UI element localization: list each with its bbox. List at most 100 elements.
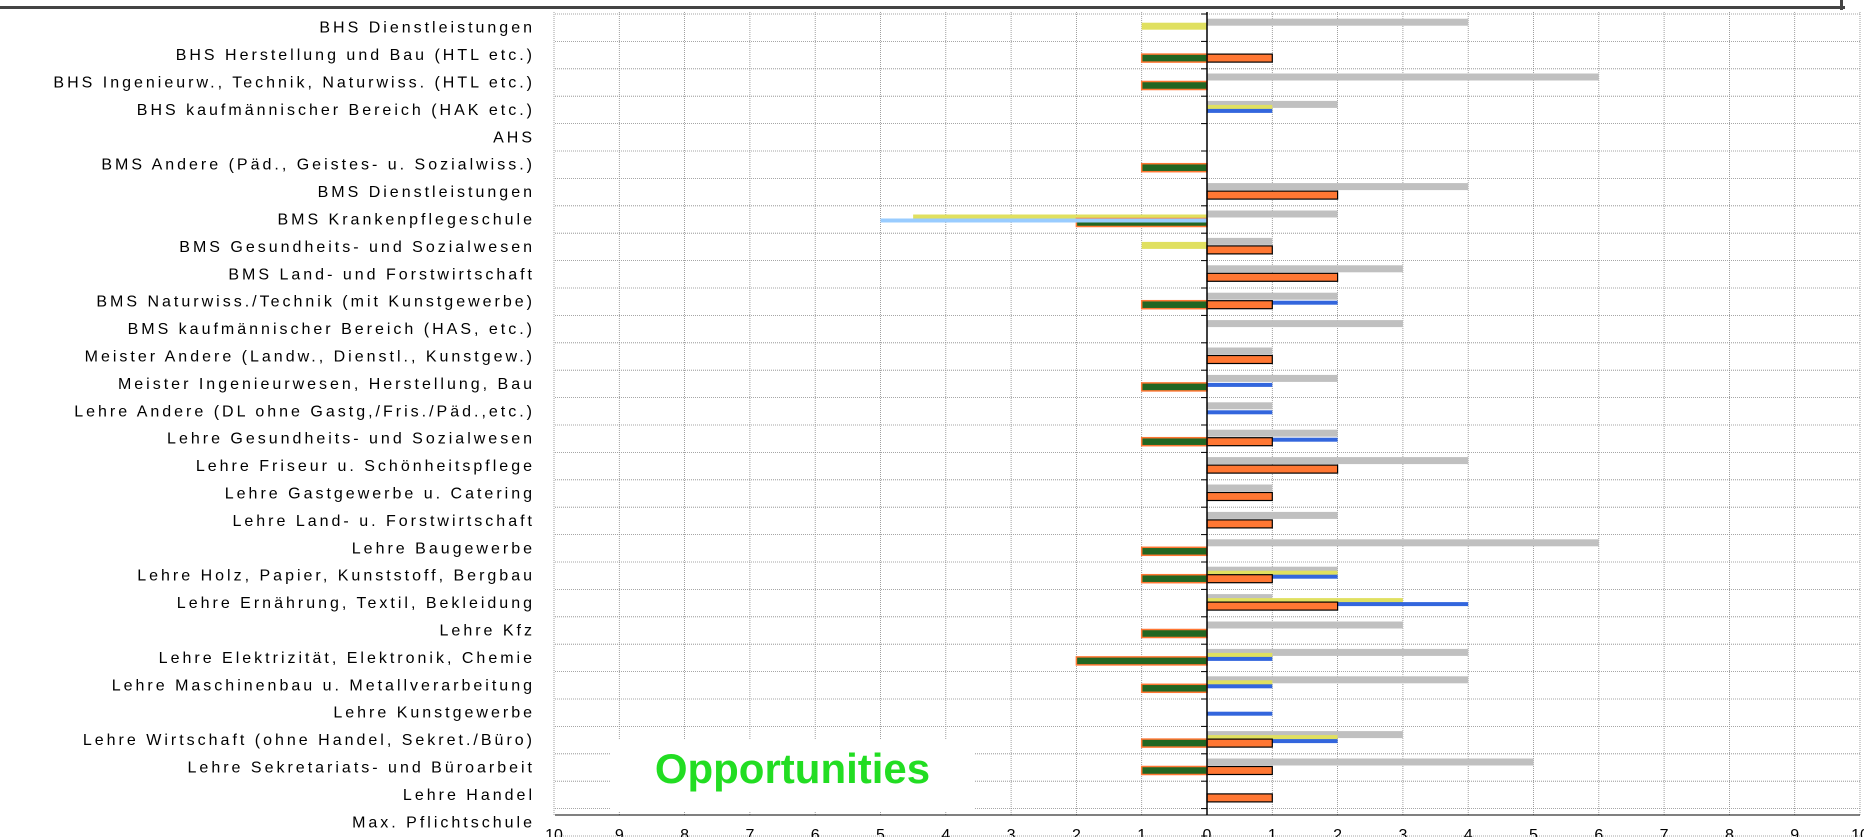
tick-labels: 10987654321012345678910 <box>545 827 1864 837</box>
bar <box>1207 566 1338 574</box>
bar <box>1207 237 1273 245</box>
category-label: BMS Andere (Päd., Geistes- u. Sozialwiss… <box>101 157 535 174</box>
bar <box>1207 410 1273 415</box>
bar <box>1206 354 1273 365</box>
bar <box>1141 241 1207 249</box>
x-tick-label: 1 <box>1137 827 1146 837</box>
x-tick-label: 10 <box>545 827 563 837</box>
category-label: Lehre Gastgewerbe u. Catering <box>225 486 535 503</box>
bar <box>1206 491 1273 502</box>
category-label: Lehre Baugewerbe <box>352 540 535 557</box>
bar <box>1206 464 1339 474</box>
category-label: Meister Ingenieurwesen, Herstellung, Bau <box>118 376 535 393</box>
bar <box>1207 511 1338 519</box>
category-label: Lehre Andere (DL ohne Gastg,/Fris./Päd.,… <box>74 403 535 420</box>
category-label: Lehre Gesundheits- und Sozialwesen <box>167 431 535 448</box>
bar <box>1207 648 1469 656</box>
bar <box>1140 683 1208 694</box>
category-label: Lehre Holz, Papier, Kunststoff, Bergbau <box>137 568 535 585</box>
category-label: Meister Andere (Landw., Dienstl., Kunstg… <box>85 349 535 366</box>
x-tick-label: 4 <box>1464 827 1473 837</box>
bar <box>1140 382 1208 392</box>
bar <box>1206 437 1273 447</box>
frame-corner <box>1840 0 1843 10</box>
category-label: Lehre Elektrizität, Elektronik, Chemie <box>159 650 535 667</box>
bar <box>1140 80 1208 91</box>
category-label: BMS kaufmännischer Bereich (HAS, etc.) <box>128 321 535 338</box>
x-tick-label: 2 <box>1333 827 1342 837</box>
bar <box>1075 656 1208 666</box>
category-label: Lehre Maschinenbau u. Metallverarbeitung <box>112 677 535 694</box>
category-label: Lehre Wirtschaft (ohne Handel, Sekret./B… <box>83 732 535 749</box>
bar <box>913 214 1207 222</box>
category-label: Lehre Land- u. Forstwirtschaft <box>232 513 535 530</box>
bar <box>1140 436 1208 447</box>
bar <box>1207 347 1273 355</box>
x-tick-label: 3 <box>1398 827 1407 837</box>
bar <box>1206 300 1273 310</box>
bar <box>1140 299 1208 310</box>
x-tick-label: 4 <box>941 827 950 837</box>
bar <box>1207 374 1338 382</box>
bar <box>1207 100 1338 108</box>
bar <box>1207 457 1469 465</box>
bar <box>1206 245 1273 255</box>
bar <box>1207 758 1534 766</box>
category-label: BHS kaufmännischer Bereich (HAK etc.) <box>137 102 535 119</box>
bar <box>1206 574 1273 584</box>
x-tick-label: 7 <box>745 827 754 837</box>
bar <box>1206 519 1273 529</box>
bar <box>1140 765 1208 776</box>
category-label: BMS Land- und Forstwirtschaft <box>228 266 535 283</box>
bar <box>1207 484 1273 492</box>
annotation-box <box>610 739 975 811</box>
x-tick-label: 1 <box>1268 827 1277 837</box>
bar <box>1207 429 1338 437</box>
category-label: BMS Naturwiss./Technik (mit Kunstgewerbe… <box>96 294 535 311</box>
category-label: BHS Dienstleistungen <box>319 20 535 37</box>
bar <box>1207 594 1273 602</box>
bar <box>1206 793 1273 803</box>
x-tick-label: 0 <box>1203 827 1212 837</box>
bar <box>1140 546 1208 557</box>
category-label: BMS Krankenpflegeschule <box>277 212 535 229</box>
x-tick-label: 10 <box>1851 827 1864 837</box>
category-label: Lehre Handel <box>403 787 535 804</box>
x-tick-label: 5 <box>876 827 885 837</box>
opportunities-annotation: Opportunities <box>654 745 931 792</box>
bar <box>1207 18 1469 26</box>
bar <box>1140 53 1208 63</box>
bar <box>1140 628 1208 639</box>
bar <box>1207 183 1469 191</box>
bar <box>1207 265 1403 273</box>
bar <box>1207 656 1273 661</box>
bar <box>1207 402 1273 410</box>
bar <box>1207 676 1469 684</box>
bar <box>1207 621 1403 629</box>
bar <box>1207 684 1273 689</box>
bar <box>1206 765 1273 776</box>
bar <box>1141 22 1207 30</box>
category-label: BHS Herstellung und Bau (HTL etc.) <box>176 47 535 64</box>
category-label: AHS <box>493 129 535 146</box>
bar <box>1140 738 1208 748</box>
category-label: Lehre Ernährung, Textil, Bekleidung <box>177 595 535 612</box>
top-frame-line <box>0 6 1845 9</box>
x-tick-label: 9 <box>1790 827 1799 837</box>
bar <box>1207 108 1273 113</box>
bar <box>1140 162 1208 173</box>
bar <box>1207 539 1599 547</box>
category-label: Max. Pflichtschule <box>352 814 535 831</box>
bar <box>1206 272 1339 282</box>
x-tick-label: 5 <box>1529 827 1538 837</box>
category-label: BHS Ingenieurw., Technik, Naturwiss. (HT… <box>53 75 535 92</box>
bar <box>1206 190 1339 200</box>
category-label: Lehre Kunstgewerbe <box>333 705 535 722</box>
bar <box>1207 210 1338 218</box>
x-tick-label: 7 <box>1660 827 1669 837</box>
x-tick-label: 8 <box>1725 827 1734 837</box>
category-label: Lehre Sekretariats- und Büroarbeit <box>188 760 535 777</box>
bar <box>1207 731 1403 739</box>
bar <box>1207 292 1338 300</box>
